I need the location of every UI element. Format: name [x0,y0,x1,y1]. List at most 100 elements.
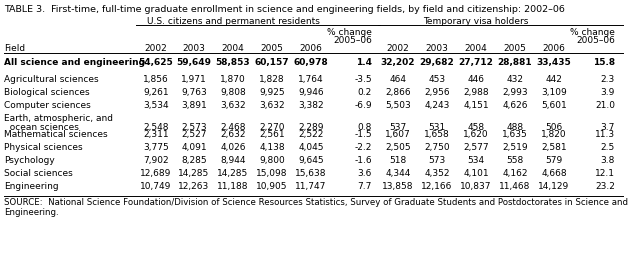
Text: 4,243: 4,243 [424,101,449,110]
Text: 1,658: 1,658 [424,130,450,139]
Text: 11,188: 11,188 [217,182,249,191]
Text: 2005: 2005 [504,44,527,53]
Text: 2,548: 2,548 [143,123,169,132]
Text: 27,712: 27,712 [458,58,494,67]
Text: 11,468: 11,468 [499,182,530,191]
Text: 3,632: 3,632 [220,101,246,110]
Text: 23.2: 23.2 [595,182,615,191]
Text: 10,749: 10,749 [141,182,172,191]
Text: Social sciences: Social sciences [4,169,73,178]
Text: 4,151: 4,151 [463,101,489,110]
Text: -3.5: -3.5 [354,75,372,84]
Text: 2,993: 2,993 [502,88,528,97]
Text: 5,503: 5,503 [385,101,411,110]
Text: 2.5: 2.5 [601,143,615,152]
Text: Engineering: Engineering [4,182,59,191]
Text: Agricultural sciences: Agricultural sciences [4,75,99,84]
Text: % change: % change [327,28,372,37]
Text: 2005–06: 2005–06 [333,36,372,45]
Text: 432: 432 [506,75,523,84]
Text: 2,527: 2,527 [181,130,207,139]
Text: 3,632: 3,632 [259,101,285,110]
Text: 1,820: 1,820 [541,130,567,139]
Text: 558: 558 [506,156,523,165]
Text: 11,747: 11,747 [296,182,327,191]
Text: 2002: 2002 [144,44,167,53]
Text: 2,866: 2,866 [385,88,411,97]
Text: 3.8: 3.8 [601,156,615,165]
Text: 3,775: 3,775 [143,143,169,152]
Text: 32,202: 32,202 [381,58,415,67]
Text: 15,098: 15,098 [256,169,288,178]
Text: 0.8: 0.8 [358,123,372,132]
Text: 4,138: 4,138 [259,143,285,152]
Text: 9,645: 9,645 [298,156,324,165]
Text: Computer sciences: Computer sciences [4,101,91,110]
Text: -6.9: -6.9 [354,101,372,110]
Text: 488: 488 [506,123,523,132]
Text: 2006: 2006 [299,44,322,53]
Text: 1,856: 1,856 [143,75,169,84]
Text: 54,625: 54,625 [139,58,173,67]
Text: 2,750: 2,750 [424,143,450,152]
Text: 2,581: 2,581 [541,143,567,152]
Text: 10,837: 10,837 [460,182,492,191]
Text: 7,902: 7,902 [143,156,169,165]
Text: Psychology: Psychology [4,156,54,165]
Text: 3,109: 3,109 [541,88,567,97]
Text: 1,870: 1,870 [220,75,246,84]
Text: 12,166: 12,166 [422,182,453,191]
Text: 2002: 2002 [387,44,410,53]
Text: Physical sciences: Physical sciences [4,143,83,152]
Text: 2005: 2005 [261,44,284,53]
Text: 29,682: 29,682 [420,58,454,67]
Text: 534: 534 [467,156,485,165]
Text: 2004: 2004 [465,44,487,53]
Text: 2,573: 2,573 [181,123,207,132]
Text: SOURCE:  National Science Foundation/Division of Science Resources Statistics, S: SOURCE: National Science Foundation/Divi… [4,198,628,207]
Text: 9,946: 9,946 [298,88,324,97]
Text: 1,635: 1,635 [502,130,528,139]
Text: 2,270: 2,270 [260,123,285,132]
Text: 14,285: 14,285 [217,169,249,178]
Text: 15,638: 15,638 [295,169,327,178]
Text: 3,534: 3,534 [143,101,169,110]
Text: All science and engineering: All science and engineering [4,58,145,67]
Text: -1.6: -1.6 [354,156,372,165]
Text: 4,162: 4,162 [502,169,528,178]
Text: 579: 579 [546,156,563,165]
Text: 4,101: 4,101 [463,169,489,178]
Text: -2.2: -2.2 [354,143,372,152]
Text: 9,925: 9,925 [259,88,285,97]
Text: 4,626: 4,626 [502,101,528,110]
Text: 3.6: 3.6 [358,169,372,178]
Text: 11.3: 11.3 [595,130,615,139]
Text: 5,601: 5,601 [541,101,567,110]
Text: 9,808: 9,808 [220,88,246,97]
Text: 2,505: 2,505 [385,143,411,152]
Text: 1,828: 1,828 [259,75,285,84]
Text: 2006: 2006 [542,44,565,53]
Text: 15.8: 15.8 [593,58,615,67]
Text: Mathematical sciences: Mathematical sciences [4,130,108,139]
Text: TABLE 3.  First-time, full-time graduate enrollment in science and engineering f: TABLE 3. First-time, full-time graduate … [4,5,565,14]
Text: 2.3: 2.3 [601,75,615,84]
Text: 2003: 2003 [182,44,206,53]
Text: 8,285: 8,285 [181,156,207,165]
Text: 3,891: 3,891 [181,101,207,110]
Text: ocean sciences: ocean sciences [4,123,79,132]
Text: 2003: 2003 [425,44,448,53]
Text: 9,763: 9,763 [181,88,207,97]
Text: 2,632: 2,632 [220,130,246,139]
Text: 2004: 2004 [222,44,244,53]
Text: 14,129: 14,129 [539,182,570,191]
Text: 2,519: 2,519 [502,143,528,152]
Text: 12,263: 12,263 [179,182,210,191]
Text: 1,607: 1,607 [385,130,411,139]
Text: Field: Field [4,44,25,53]
Text: 0.2: 0.2 [358,88,372,97]
Text: 2,561: 2,561 [259,130,285,139]
Text: 2,311: 2,311 [143,130,169,139]
Text: 4,668: 4,668 [541,169,567,178]
Text: 537: 537 [389,123,406,132]
